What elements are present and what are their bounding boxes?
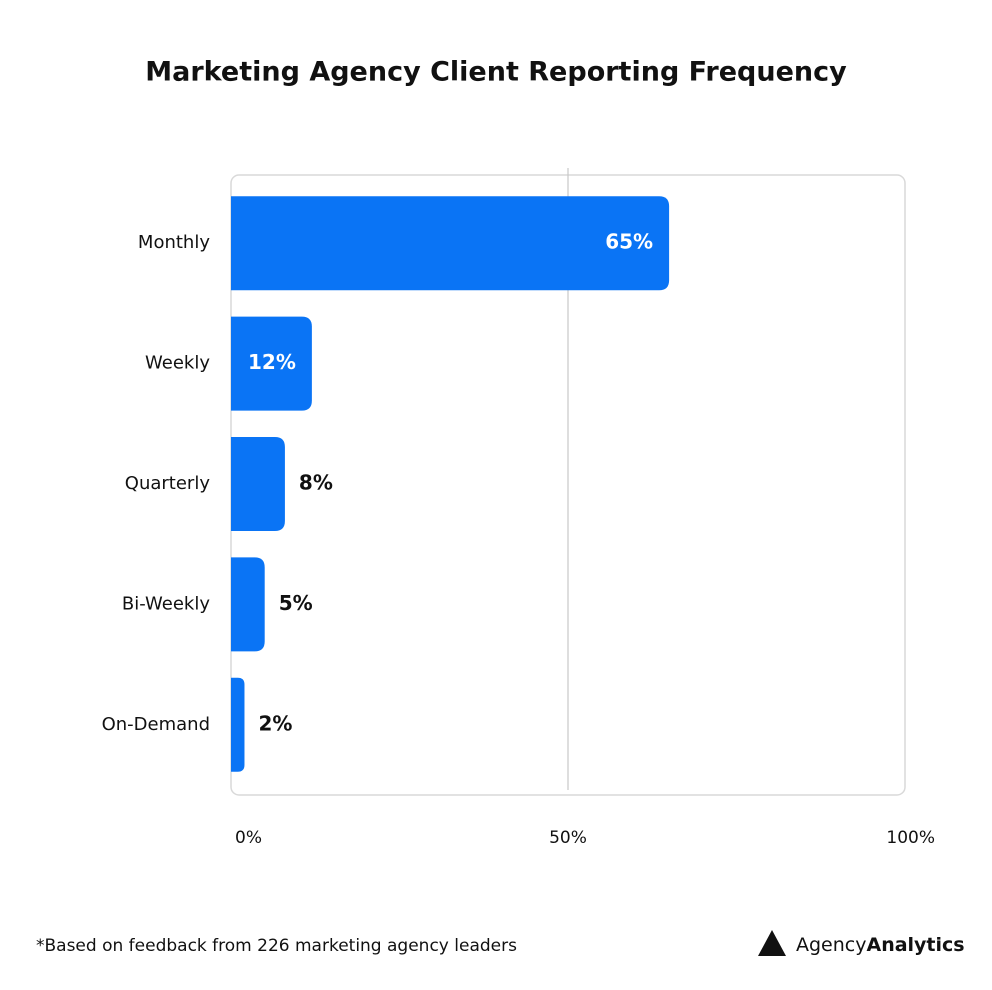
brand-part: Agency — [796, 934, 866, 956]
brand-part: Analytics — [866, 934, 964, 956]
bar — [231, 677, 245, 772]
brand-name: AgencyAnalytics — [796, 934, 965, 956]
bar — [231, 316, 312, 411]
x-tick-label: 0% — [235, 828, 262, 848]
value-label: 2% — [258, 711, 292, 735]
value-label: 65% — [605, 230, 653, 254]
brand-logo: AgencyAnalytics — [758, 930, 965, 956]
logo-icon — [758, 930, 786, 956]
bar — [231, 557, 265, 652]
value-label: 8% — [299, 471, 333, 495]
y-tick-label: Quarterly — [125, 473, 211, 494]
x-tick-label: 50% — [549, 828, 587, 848]
y-tick-label: On-Demand — [102, 714, 210, 735]
chart-title: Marketing Agency Client Reporting Freque… — [145, 57, 847, 88]
bar — [231, 196, 670, 291]
y-tick-label: Bi-Weekly — [122, 593, 210, 614]
value-label: 12% — [248, 350, 296, 374]
y-tick-label: Monthly — [138, 232, 210, 253]
x-tick-label: 100% — [886, 828, 935, 848]
bar — [231, 437, 285, 531]
y-tick-label: Weekly — [145, 353, 210, 374]
footnote: *Based on feedback from 226 marketing ag… — [36, 936, 517, 956]
value-label: 5% — [279, 591, 313, 615]
